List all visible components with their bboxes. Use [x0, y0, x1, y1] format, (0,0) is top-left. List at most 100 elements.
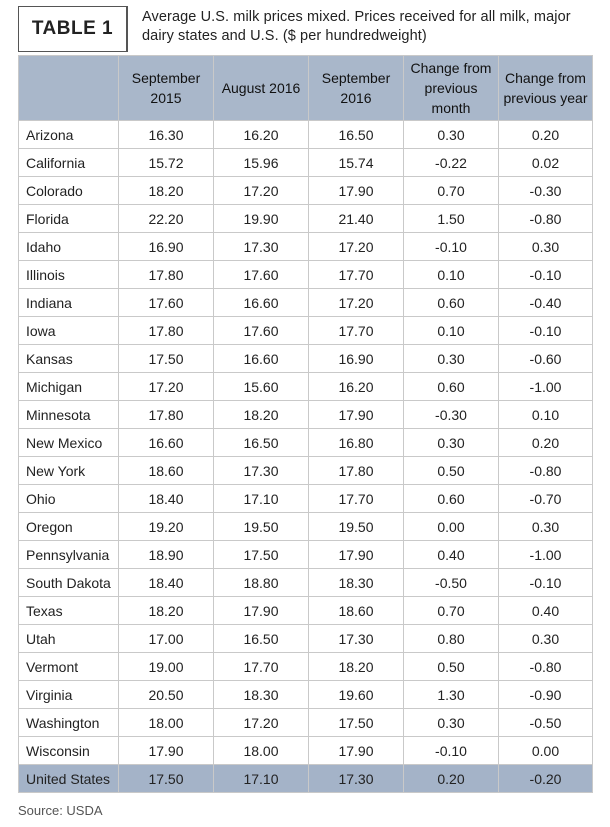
value-cell: 17.30	[308, 764, 404, 793]
column-header: September 2015	[118, 55, 214, 121]
value-cell: 18.00	[118, 708, 214, 737]
value-cell: 0.10	[403, 260, 499, 289]
value-cell: 17.80	[118, 260, 214, 289]
value-cell: 22.20	[118, 204, 214, 233]
table-row: Illinois 17.80 17.60 17.70 0.10 -0.10	[18, 260, 593, 289]
value-cell: 17.60	[213, 260, 309, 289]
value-cell: 16.20	[213, 120, 309, 149]
price-table: September 2015 August 2016 September 2016 C…	[18, 55, 593, 793]
value-cell: 0.30	[498, 512, 593, 541]
value-cell: 0.20	[498, 120, 593, 149]
value-cell: -0.60	[498, 344, 593, 373]
value-cell: 16.80	[308, 428, 404, 457]
table-row: Indiana 17.60 16.60 17.20 0.60 -0.40	[18, 288, 593, 317]
value-cell: -0.50	[403, 568, 499, 597]
state-cell: Wisconsin	[18, 736, 119, 765]
value-cell: 0.70	[403, 176, 499, 205]
table-row: Utah 17.00 16.50 17.30 0.80 0.30	[18, 624, 593, 653]
value-cell: 0.30	[403, 708, 499, 737]
table-row: California 15.72 15.96 15.74 -0.22 0.02	[18, 148, 593, 177]
state-cell: Utah	[18, 624, 119, 653]
value-cell: 18.20	[308, 652, 404, 681]
table-row: Oregon 19.20 19.50 19.50 0.00 0.30	[18, 512, 593, 541]
value-cell: 16.60	[118, 428, 214, 457]
value-cell: 0.60	[403, 288, 499, 317]
value-cell: -0.40	[498, 288, 593, 317]
table-row: South Dakota 18.40 18.80 18.30 -0.50 -0.10	[18, 568, 593, 597]
value-cell: 0.30	[403, 428, 499, 457]
value-cell: -0.30	[498, 176, 593, 205]
value-cell: 18.60	[118, 456, 214, 485]
value-cell: 17.10	[213, 484, 309, 513]
value-cell: 18.20	[118, 176, 214, 205]
value-cell: -0.10	[498, 316, 593, 345]
state-cell: Michigan	[18, 372, 119, 401]
value-cell: 17.00	[118, 624, 214, 653]
value-cell: 17.30	[213, 456, 309, 485]
value-cell: -0.30	[403, 400, 499, 429]
value-cell: 16.50	[213, 428, 309, 457]
value-cell: 18.00	[213, 736, 309, 765]
value-cell: 17.70	[308, 260, 404, 289]
value-cell: 0.02	[498, 148, 593, 177]
value-cell: 16.30	[118, 120, 214, 149]
value-cell: 17.20	[308, 232, 404, 261]
value-cell: 17.70	[308, 484, 404, 513]
value-cell: 18.40	[118, 568, 214, 597]
state-cell: California	[18, 148, 119, 177]
value-cell: 0.00	[498, 736, 593, 765]
value-cell: 16.60	[213, 344, 309, 373]
value-cell: 0.70	[403, 596, 499, 625]
state-cell: New York	[18, 456, 119, 485]
table-row: Kansas 17.50 16.60 16.90 0.30 -0.60	[18, 344, 593, 373]
value-cell: 18.30	[308, 568, 404, 597]
source-note: Source: USDA	[18, 803, 103, 818]
value-cell: 20.50	[118, 680, 214, 709]
value-cell: 17.80	[118, 316, 214, 345]
state-cell: Idaho	[18, 232, 119, 261]
table-header: TABLE 1 Average U.S. milk prices mixed. …	[18, 6, 592, 52]
state-cell: Iowa	[18, 316, 119, 345]
table-row: Minnesota 17.80 18.20 17.90 -0.30 0.10	[18, 400, 593, 429]
value-cell: -0.22	[403, 148, 499, 177]
value-cell: 0.60	[403, 484, 499, 513]
value-cell: 18.40	[118, 484, 214, 513]
value-cell: -1.00	[498, 372, 593, 401]
value-cell: -0.80	[498, 456, 593, 485]
value-cell: 18.90	[118, 540, 214, 569]
value-cell: 15.74	[308, 148, 404, 177]
value-cell: 0.60	[403, 372, 499, 401]
value-cell: 17.20	[213, 176, 309, 205]
value-cell: 0.30	[403, 344, 499, 373]
value-cell: 17.80	[118, 400, 214, 429]
state-cell: United States	[18, 764, 119, 793]
value-cell: 0.20	[403, 764, 499, 793]
value-cell: 0.00	[403, 512, 499, 541]
value-cell: 15.72	[118, 148, 214, 177]
table-row: Florida 22.20 19.90 21.40 1.50 -0.80	[18, 204, 593, 233]
value-cell: 21.40	[308, 204, 404, 233]
value-cell: 16.60	[213, 288, 309, 317]
value-cell: 0.10	[498, 400, 593, 429]
state-cell: Washington	[18, 708, 119, 737]
value-cell: -0.90	[498, 680, 593, 709]
value-cell: 17.50	[118, 344, 214, 373]
table-row: Pennsylvania 18.90 17.50 17.90 0.40 -1.00	[18, 540, 593, 569]
state-cell: New Mexico	[18, 428, 119, 457]
value-cell: 0.10	[403, 316, 499, 345]
value-cell: -1.00	[498, 540, 593, 569]
value-cell: 17.90	[308, 736, 404, 765]
value-cell: -0.10	[403, 232, 499, 261]
state-cell: Kansas	[18, 344, 119, 373]
value-cell: 17.60	[213, 316, 309, 345]
state-cell: Florida	[18, 204, 119, 233]
value-cell: 17.30	[213, 232, 309, 261]
state-cell: Colorado	[18, 176, 119, 205]
state-cell: Minnesota	[18, 400, 119, 429]
value-cell: 19.90	[213, 204, 309, 233]
header-row: September 2015 August 2016 September 2016 C…	[18, 55, 593, 121]
table-label: TABLE 1	[18, 6, 128, 52]
table-row: Arizona 16.30 16.20 16.50 0.30 0.20	[18, 120, 593, 149]
table-row: Michigan 17.20 15.60 16.20 0.60 -1.00	[18, 372, 593, 401]
